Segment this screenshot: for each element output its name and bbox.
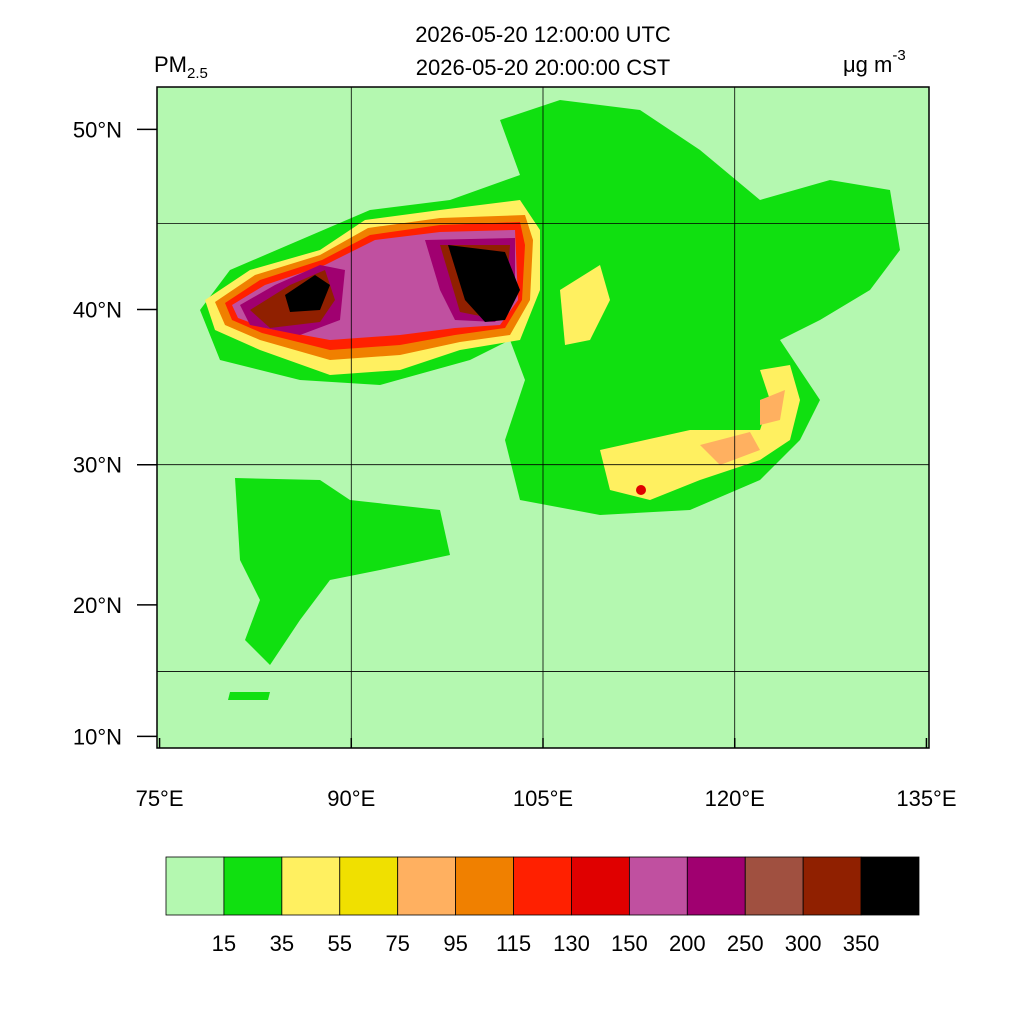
colorbar-label: 150 — [611, 931, 648, 956]
colorbar-swatch — [860, 856, 920, 916]
colorbar-swatch — [686, 856, 746, 916]
y-tick-label: 10°N — [73, 724, 122, 749]
colorbar-swatch — [571, 856, 630, 916]
colorbar-swatch — [455, 856, 514, 916]
colorbar-label: 35 — [270, 931, 294, 956]
units-label: μg m-3 — [843, 47, 906, 77]
field-contour — [228, 692, 270, 700]
colorbar-swatch — [744, 856, 804, 916]
x-tick-label: 75°E — [136, 786, 184, 811]
field-contour — [285, 245, 520, 322]
colorbar-label: 115 — [496, 931, 531, 956]
y-tick-label: 50°N — [73, 117, 122, 142]
colorbar-swatch — [628, 856, 688, 916]
axes: 75°E 90°E 105°E 120°E 135°E 10°N 20°N 30°N 40°N 5… — [73, 117, 957, 811]
variable-name: PM — [154, 52, 187, 77]
field-hotspot — [636, 485, 646, 495]
x-tick-label: 90°E — [327, 786, 375, 811]
title-line: 2026-05-20 12:00:00 UTC — [415, 22, 671, 47]
colorbar-swatch — [513, 856, 572, 916]
colorbar-label: 55 — [328, 931, 352, 956]
field-contour — [700, 390, 785, 465]
colorbar: 15 35 55 75 95 115 130 150 200 250 300 350 — [165, 856, 920, 956]
y-tick-label: 40°N — [73, 297, 122, 322]
y-tick-label: 30°N — [73, 453, 122, 478]
colorbar-swatch — [165, 856, 225, 916]
colorbar-label: 200 — [669, 931, 706, 956]
colorbar-swatch — [223, 856, 283, 916]
field-contour — [235, 478, 450, 665]
colorbar-swatch — [397, 856, 457, 916]
colorbar-label: 15 — [212, 931, 236, 956]
graticule — [157, 87, 929, 748]
colorbar-swatch — [339, 856, 399, 916]
title-line: 2026-05-20 20:00:00 CST — [416, 55, 670, 80]
x-tick-label: 105°E — [513, 786, 573, 811]
field-contour — [600, 365, 800, 500]
colorbar-label: 95 — [443, 931, 467, 956]
field-contour — [560, 265, 610, 345]
y-tick-label: 20°N — [73, 593, 122, 618]
colorbar-label: 250 — [727, 931, 764, 956]
units-text: μg m — [843, 52, 892, 77]
x-tick-label: 135°E — [896, 786, 956, 811]
colorbar-label: 350 — [843, 931, 880, 956]
x-tick-label: 120°E — [705, 786, 765, 811]
colorbar-swatch — [281, 856, 341, 916]
colorbar-label: 75 — [385, 931, 409, 956]
units-superscript: -3 — [892, 47, 905, 64]
variable-label: PM2.5 — [154, 52, 208, 82]
colorbar-label: 300 — [785, 931, 822, 956]
variable-subscript: 2.5 — [187, 65, 208, 82]
colorbar-swatch — [802, 856, 862, 916]
field-contour — [200, 100, 900, 515]
colorbar-label: 130 — [553, 931, 590, 956]
